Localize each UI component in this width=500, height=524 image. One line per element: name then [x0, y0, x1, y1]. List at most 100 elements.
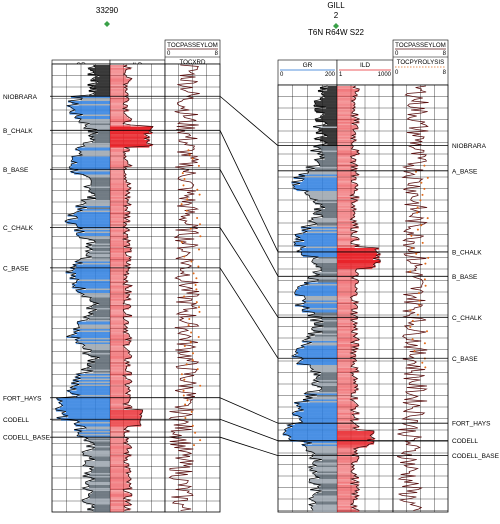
- gr-fill-band: [322, 204, 337, 207]
- gr-fill-band: [321, 491, 337, 493]
- ild-fill-band: [337, 476, 354, 478]
- gr-fill-band: [93, 371, 110, 373]
- ild-fill-band: [110, 252, 126, 255]
- ild-fill-band: [337, 488, 358, 490]
- ild-fill-band: [110, 509, 131, 511]
- gr-fill-band: [85, 246, 110, 249]
- ild-fill-band: [110, 242, 127, 244]
- gr-fill-band: [312, 495, 337, 498]
- gr-fill-band: [295, 294, 337, 297]
- gr-fill-band: [83, 348, 110, 351]
- ild-fill-band: [110, 495, 132, 498]
- track-header-toc: [392, 39, 449, 86]
- ild-fill-band: [110, 453, 125, 456]
- ild-fill-band: [110, 240, 131, 243]
- gr-fill-band: [79, 120, 110, 123]
- ild-fill-band: [110, 192, 130, 195]
- ild-fill-band: [110, 372, 132, 375]
- gr-fill-band: [74, 269, 110, 271]
- gr-fill-band: [89, 299, 110, 301]
- gr-fill-band: [74, 230, 110, 232]
- gr-fill-band: [61, 404, 110, 406]
- ild-fill-band: [337, 285, 356, 288]
- gr-fill-band: [310, 507, 337, 510]
- ild-fill-band: [110, 420, 141, 423]
- gr-fill-band: [87, 438, 110, 441]
- ild-fill-band: [110, 452, 129, 454]
- gr-fill-band: [287, 428, 337, 430]
- scale-min-toc-top: 0: [395, 51, 399, 57]
- gr-fill-band: [92, 302, 110, 304]
- ild-fill-band: [110, 306, 131, 309]
- toc-point: [183, 178, 186, 180]
- gr-fill-band: [86, 450, 110, 453]
- gr-fill-band: [77, 323, 110, 325]
- gr-fill-band: [323, 321, 337, 324]
- gr-fill-band: [88, 354, 110, 357]
- ild-fill-band: [337, 441, 374, 444]
- ild-fill-band: [337, 402, 356, 405]
- ild-fill-band: [110, 398, 131, 400]
- gr-fill-band: [321, 93, 337, 96]
- toc-point: [191, 157, 194, 160]
- gr-fill-band: [305, 194, 337, 196]
- ild-fill-band: [337, 258, 374, 261]
- ild-fill-band: [337, 264, 374, 267]
- gr-fill-band: [312, 260, 337, 262]
- ild-fill-band: [337, 339, 360, 342]
- ild-fill-band: [110, 179, 125, 181]
- ild-fill-band: [110, 92, 126, 94]
- ild-fill-band: [337, 410, 351, 412]
- ild-fill-band: [110, 189, 130, 192]
- ild-fill-band: [337, 102, 355, 105]
- formation-top-label: B_CHALK: [452, 249, 482, 256]
- gr-fill-band: [78, 341, 110, 343]
- ild-fill-band: [337, 480, 356, 483]
- ild-fill-band: [337, 293, 358, 295]
- gr-fill-band: [319, 477, 337, 480]
- ild-fill-band: [337, 204, 353, 207]
- gr-fill-band: [320, 149, 337, 151]
- gr-fill-band: [308, 482, 337, 484]
- ild-fill-band: [110, 326, 126, 328]
- gr-fill-band: [305, 176, 337, 178]
- gr-fill-band: [92, 470, 110, 472]
- ild-fill-band: [337, 213, 355, 216]
- ild-fill-band: [110, 267, 131, 270]
- gr-fill-band: [84, 231, 110, 234]
- ild-fill-band: [337, 107, 356, 109]
- ild-fill-band: [337, 489, 360, 492]
- ild-fill-band: [337, 306, 358, 309]
- toc-point: [410, 234, 413, 237]
- ild-fill-band: [337, 399, 351, 402]
- gr-fill-band: [313, 258, 337, 261]
- gr-fill-band: [67, 222, 110, 225]
- ild-fill-band: [337, 281, 359, 283]
- gr-fill-band: [310, 338, 337, 340]
- gr-fill-band: [316, 224, 337, 226]
- gr-fill-band: [322, 114, 337, 117]
- gr-fill-band: [95, 198, 110, 201]
- gr-fill-band: [90, 356, 110, 358]
- ild-fill-band: [337, 231, 357, 234]
- gr-fill-band: [288, 438, 337, 441]
- scale-max-toc-top: 8: [215, 51, 219, 57]
- ild-fill-band: [337, 134, 356, 136]
- ild-fill-band: [337, 503, 354, 505]
- gr-fill-band: [310, 320, 337, 322]
- gr-fill-band: [308, 225, 337, 228]
- ild-fill-band: [110, 348, 127, 351]
- gr-curve: [55, 64, 101, 511]
- gr-fill-band: [302, 341, 337, 343]
- ild-fill-band: [337, 407, 356, 409]
- gr-fill-band: [309, 480, 337, 483]
- ild-fill-band: [337, 275, 359, 277]
- ild-fill-band: [110, 80, 131, 82]
- gr-fill-band: [79, 395, 110, 397]
- gr-fill-band: [298, 174, 337, 177]
- ild-fill-band: [337, 270, 356, 273]
- gr-fill-band: [321, 387, 337, 390]
- ild-fill-band: [110, 258, 130, 261]
- toc-point: [190, 260, 193, 263]
- gr-fill-band: [83, 143, 110, 145]
